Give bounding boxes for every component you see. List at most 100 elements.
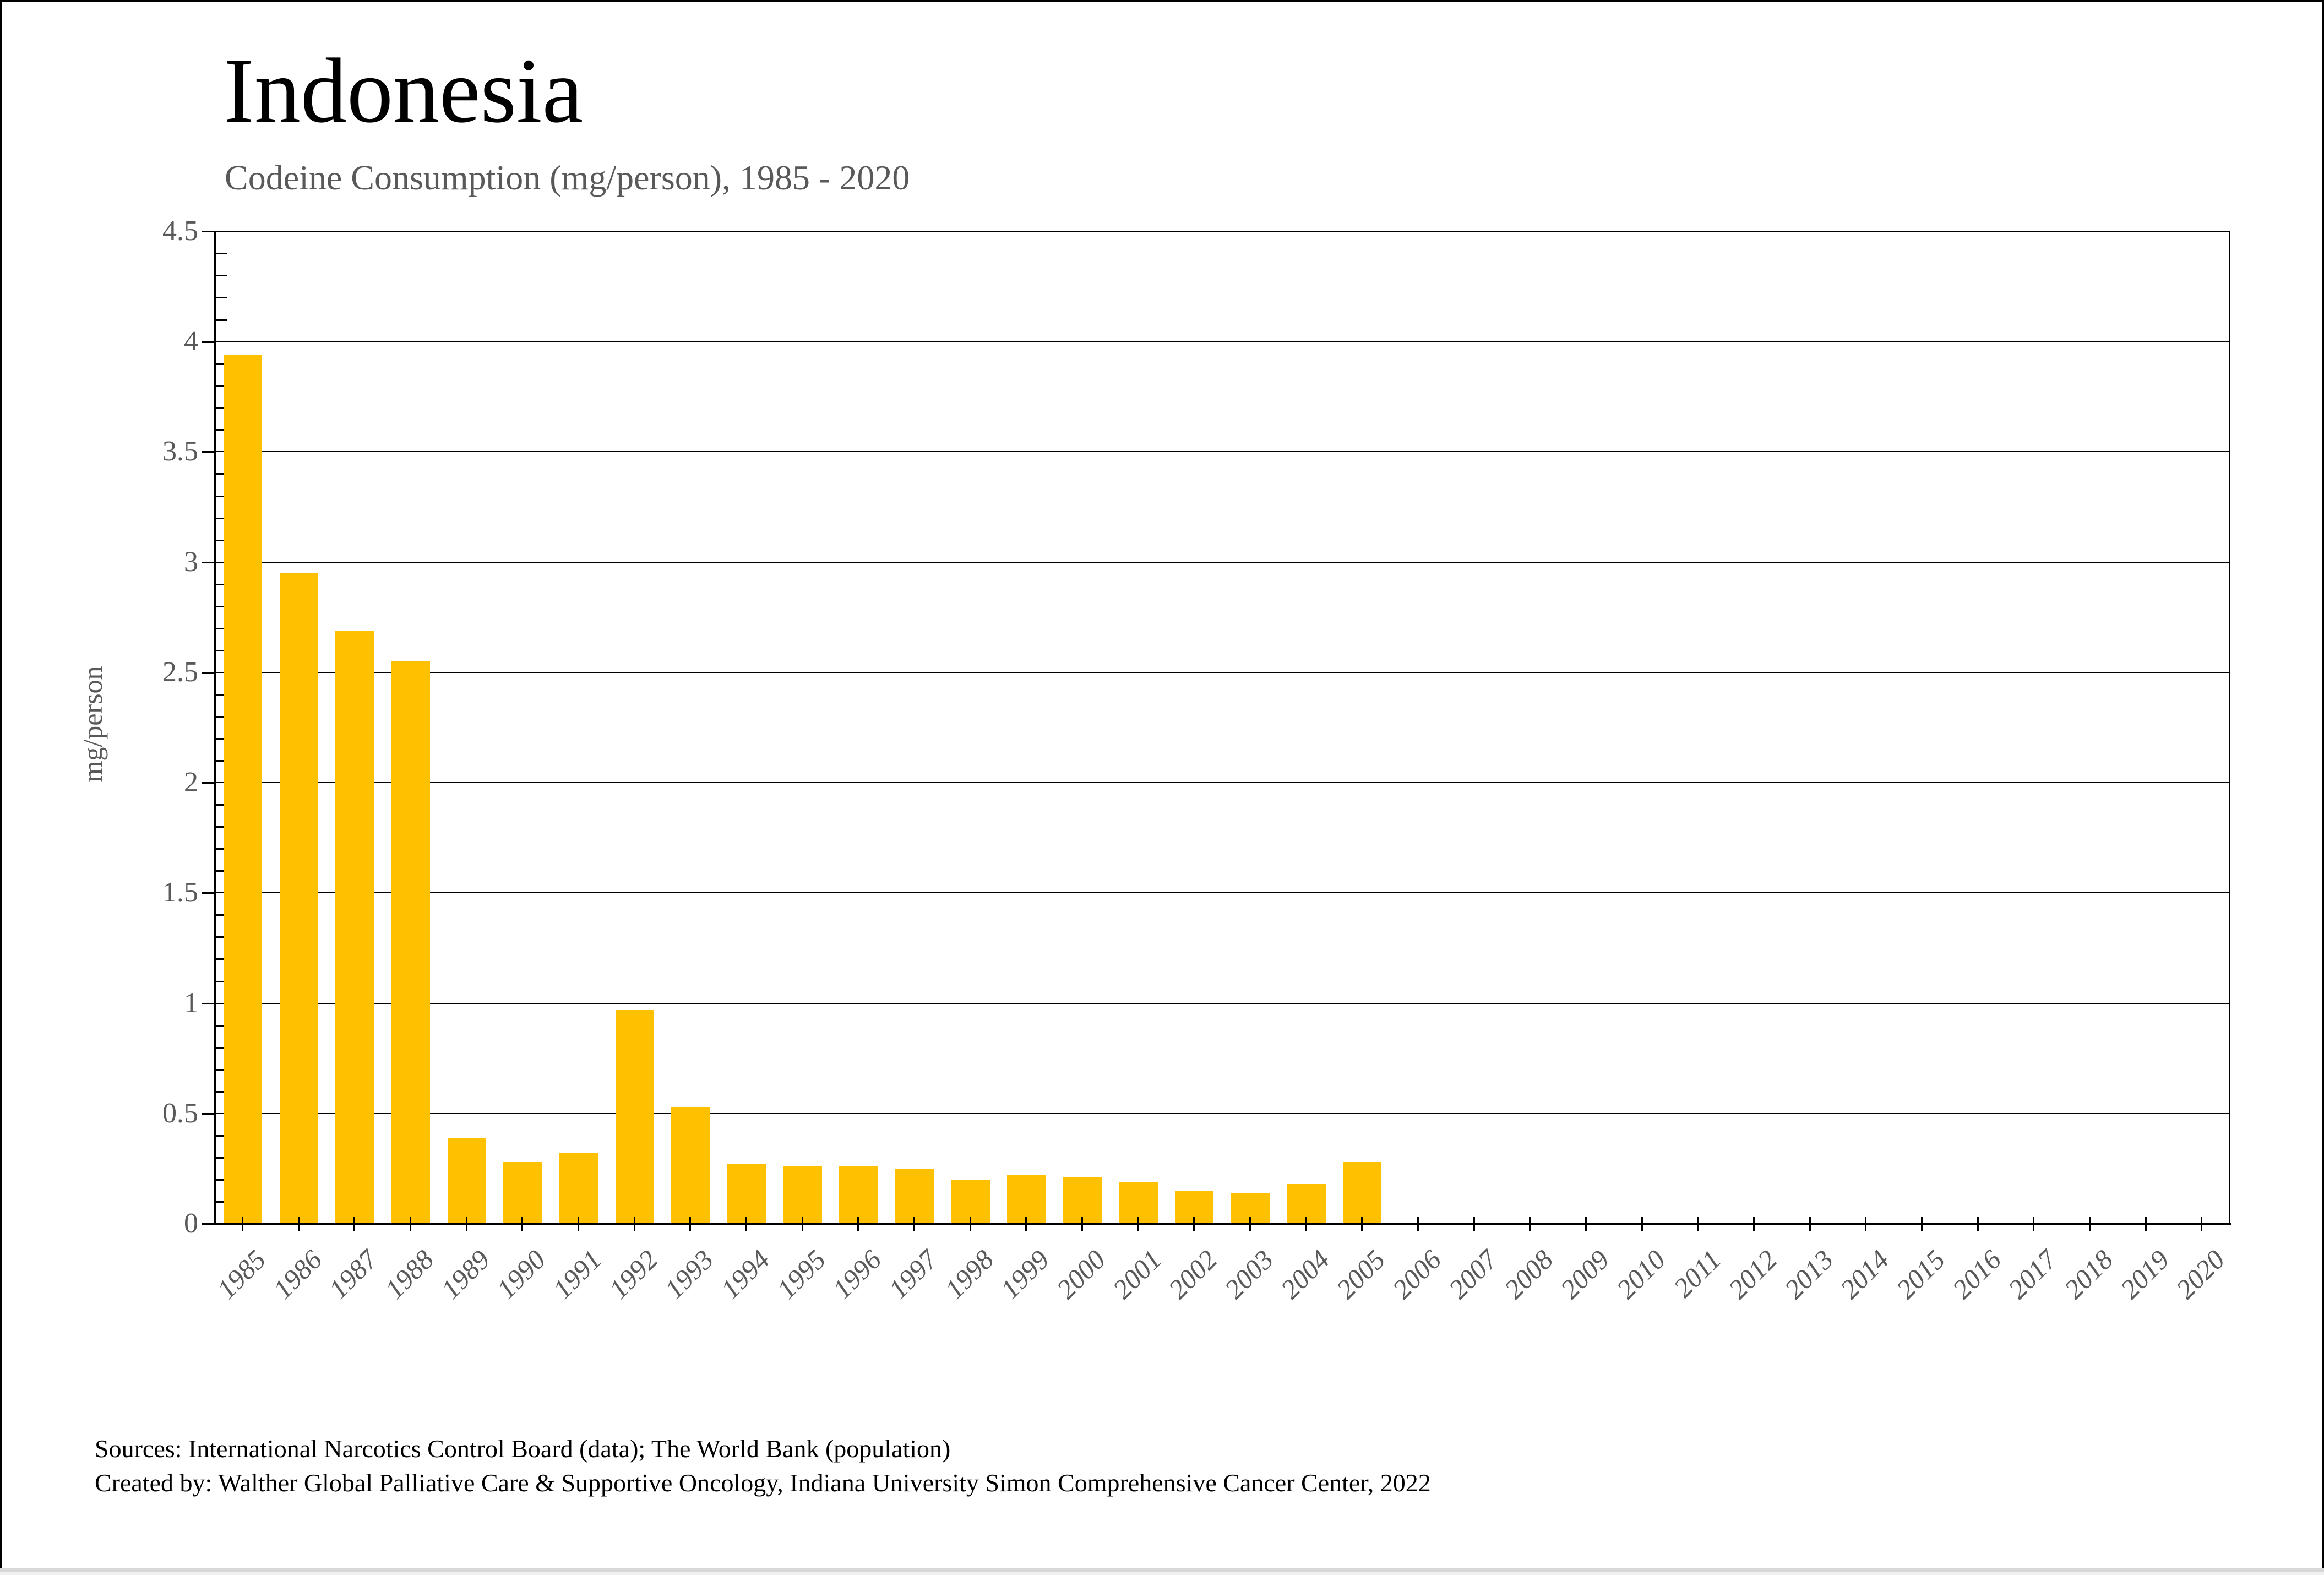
y-minor-tick [216,980,227,982]
x-tick [1025,1217,1027,1231]
y-axis-tick-label: 0 [184,1208,198,1239]
y-axis-tick-label: 3.5 [162,436,198,468]
x-tick [1081,1217,1083,1231]
bar-1994 [727,1164,766,1224]
x-tick [1752,1217,1755,1231]
y-minor-tick [216,1178,227,1181]
y-axis-tick-label: 4.5 [162,215,198,247]
y-minor-tick [216,1156,227,1159]
x-tick [1585,1217,1587,1231]
y-minor-tick [216,826,227,828]
gridline [215,561,2230,563]
window-bottom-edge-lower [0,1572,2324,1575]
bar-1995 [783,1166,822,1224]
y-minor-tick [216,363,227,365]
y-minor-tick [216,253,227,255]
y-minor-tick [216,649,227,651]
bar-1991 [559,1153,598,1224]
y-axis-line [214,231,216,1225]
x-tick [745,1217,747,1231]
y-minor-tick [216,429,227,431]
x-tick [633,1217,635,1231]
y-axis-tick-label: 3 [184,546,198,578]
y-major-tick [202,892,215,894]
y-minor-tick [216,473,227,475]
y-minor-tick [216,958,227,960]
bar-1985 [223,355,262,1224]
y-minor-tick [216,275,227,277]
y-minor-tick [216,627,227,629]
gridline [215,892,2230,894]
y-minor-tick [216,760,227,762]
x-tick [1920,1217,1923,1231]
y-minor-tick [216,804,227,806]
bar-1999 [1007,1175,1046,1224]
y-axis-tick-label: 1.5 [162,877,198,909]
bar-2004 [1287,1183,1326,1224]
y-major-tick [202,561,215,563]
y-axis-tick-label: 1 [184,987,198,1019]
gridline [215,341,2230,343]
gridline [215,671,2230,673]
y-major-tick [202,671,215,674]
y-minor-tick [216,1134,227,1137]
x-tick [1137,1217,1139,1231]
y-minor-tick [216,1024,227,1027]
gridline [215,231,2230,232]
bar-1997 [895,1168,934,1224]
y-major-tick [202,1112,215,1115]
y-axis-tick-label: 0.5 [162,1097,198,1129]
x-tick [1529,1217,1531,1231]
bar-1998 [951,1179,990,1224]
bar-1996 [839,1166,878,1224]
y-minor-tick [216,1046,227,1049]
gridline [215,1112,2230,1114]
x-tick [409,1217,411,1231]
y-minor-tick [216,319,227,321]
y-minor-tick [216,693,227,696]
y-minor-tick [216,539,227,541]
x-tick [297,1217,300,1231]
x-tick [1305,1217,1307,1231]
x-tick [2033,1217,2035,1231]
y-minor-tick [216,914,227,916]
x-tick [2088,1217,2091,1231]
x-tick [1641,1217,1643,1231]
bar-1993 [671,1106,710,1224]
y-major-tick [202,782,215,784]
x-tick [353,1217,356,1231]
y-axis-tick-label: 2 [184,767,198,799]
x-tick [1473,1217,1475,1231]
x-tick [241,1217,243,1231]
y-minor-tick [216,936,227,938]
y-minor-tick [216,1201,227,1203]
x-tick [465,1217,467,1231]
y-minor-tick [216,1090,227,1093]
gridline [215,782,2230,784]
x-tick [577,1217,579,1231]
x-tick [521,1217,524,1231]
y-minor-tick [216,848,227,850]
bar-1988 [391,661,430,1224]
y-axis-tick-label: 4 [184,325,198,357]
x-tick [1697,1217,1699,1231]
x-tick [1249,1217,1251,1231]
y-major-tick [202,341,215,343]
x-tick [1361,1217,1363,1231]
bar-2001 [1119,1181,1158,1224]
y-minor-tick [216,605,227,607]
x-tick [1977,1217,1979,1231]
y-minor-tick [216,583,227,585]
x-tick [1417,1217,1419,1231]
y-major-tick [202,451,215,453]
plot-right-border [2229,231,2230,1224]
bar-2005 [1343,1161,1382,1224]
footer-sources: Sources: International Narcotics Control… [95,1435,951,1463]
y-minor-tick [216,407,227,409]
bar-1992 [615,1009,654,1224]
x-tick [857,1217,859,1231]
x-tick [1193,1217,1195,1231]
footer-credit: Created by: Walther Global Palliative Ca… [95,1469,1431,1497]
